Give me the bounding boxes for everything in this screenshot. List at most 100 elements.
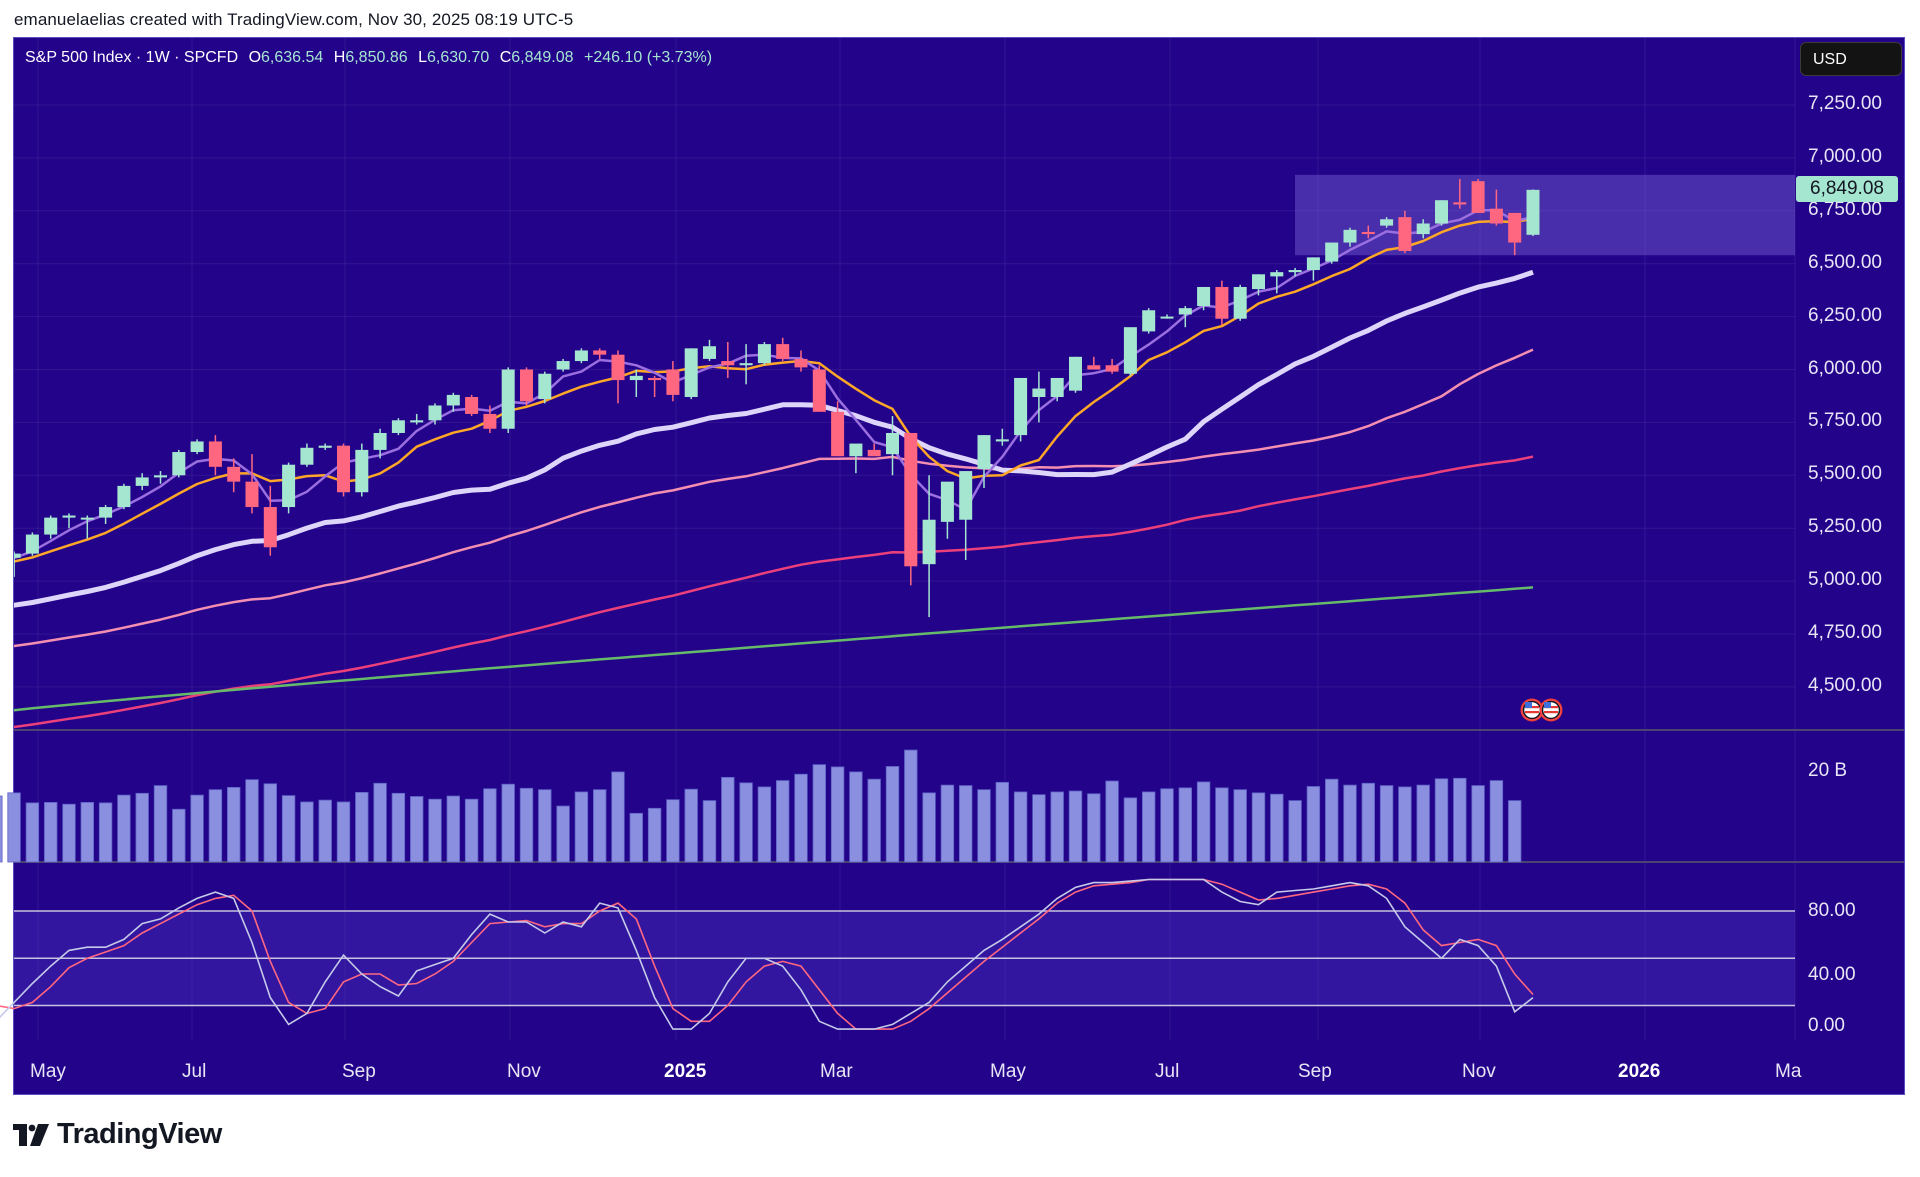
candle-body[interactable] xyxy=(135,477,149,486)
candle-body[interactable] xyxy=(1123,327,1137,374)
candle-body[interactable] xyxy=(739,363,753,366)
candle-body[interactable] xyxy=(959,471,973,520)
candle-body[interactable] xyxy=(1471,181,1485,213)
candle-body[interactable] xyxy=(99,507,113,518)
candle-body[interactable] xyxy=(1398,217,1412,252)
volume-bar xyxy=(995,781,1010,863)
candle-body[interactable] xyxy=(684,348,698,398)
candle-body[interactable] xyxy=(574,350,588,362)
candle-body[interactable] xyxy=(483,413,497,429)
volume-bar xyxy=(538,789,552,863)
candle-body[interactable] xyxy=(1306,257,1320,271)
candle-body[interactable] xyxy=(337,445,350,493)
tradingview-logo[interactable]: TradingView xyxy=(13,1118,222,1151)
candle-body[interactable] xyxy=(520,369,533,402)
candle-body[interactable] xyxy=(1508,212,1522,243)
candle-body[interactable] xyxy=(465,397,479,414)
volume-bar xyxy=(336,801,351,863)
candle-body[interactable] xyxy=(1233,286,1247,319)
candle-body[interactable] xyxy=(831,411,845,457)
candle-body[interactable] xyxy=(44,517,58,535)
candle-body[interactable] xyxy=(1087,365,1101,370)
candle-body[interactable] xyxy=(1069,356,1082,391)
candle-body[interactable] xyxy=(208,441,222,467)
candle-body[interactable] xyxy=(428,405,442,421)
candle-body[interactable] xyxy=(1453,202,1467,205)
candle-body[interactable] xyxy=(282,464,296,508)
candle-body[interactable] xyxy=(556,361,570,370)
candle-body[interactable] xyxy=(446,394,460,406)
candle-body[interactable] xyxy=(154,475,167,478)
candle-body[interactable] xyxy=(1032,388,1046,398)
candle-body[interactable] xyxy=(25,534,39,554)
candle-body[interactable] xyxy=(977,435,991,469)
candle-body[interactable] xyxy=(757,344,771,364)
chart-frame[interactable] xyxy=(13,37,1905,1095)
stochastic-k-line xyxy=(0,878,1534,1030)
price-tick-label: 4,750.00 xyxy=(1808,622,1882,643)
candle-body[interactable] xyxy=(721,361,735,366)
candle-body[interactable] xyxy=(391,420,405,433)
price-tick-label: 5,000.00 xyxy=(1808,569,1882,591)
candle-body[interactable] xyxy=(1252,274,1265,290)
candle-body[interactable] xyxy=(593,350,607,355)
candle-body[interactable] xyxy=(1343,229,1357,243)
candle-body[interactable] xyxy=(172,452,186,476)
candle-body[interactable] xyxy=(812,369,826,412)
candle-body[interactable] xyxy=(1105,365,1119,372)
candle-body[interactable] xyxy=(117,485,131,508)
candle-body[interactable] xyxy=(190,441,204,453)
candle-body[interactable] xyxy=(1014,377,1028,436)
candle-body[interactable] xyxy=(300,447,314,465)
candle-body[interactable] xyxy=(1160,316,1174,319)
candle-body[interactable] xyxy=(8,553,21,558)
candle-body[interactable] xyxy=(904,432,918,567)
candle-body[interactable] xyxy=(611,354,625,381)
candle-body[interactable] xyxy=(245,481,259,508)
candle-body[interactable] xyxy=(1325,242,1339,262)
candle-body[interactable] xyxy=(794,358,808,368)
candle-body[interactable] xyxy=(355,449,369,493)
candle-body[interactable] xyxy=(776,344,790,359)
candle-body[interactable] xyxy=(886,432,899,455)
candle-body[interactable] xyxy=(703,346,716,359)
candle-body[interactable] xyxy=(1361,231,1375,235)
candle-body[interactable] xyxy=(538,373,552,400)
volume-bar xyxy=(1013,791,1028,863)
candle-body[interactable] xyxy=(318,445,332,448)
candle-body[interactable] xyxy=(1270,272,1284,277)
candle-body[interactable] xyxy=(410,420,424,423)
currency-button[interactable]: USD xyxy=(1800,42,1902,76)
candle-body[interactable] xyxy=(849,443,863,457)
candle-body[interactable] xyxy=(1435,200,1448,224)
candle-body[interactable] xyxy=(1215,286,1229,319)
candle-body[interactable] xyxy=(373,432,387,450)
candle-body[interactable] xyxy=(1197,286,1211,307)
candle-body[interactable] xyxy=(629,375,643,381)
candle-body[interactable] xyxy=(1178,308,1192,315)
volume-bar xyxy=(1123,797,1138,863)
candle-body[interactable] xyxy=(1380,219,1394,226)
candle-body[interactable] xyxy=(666,369,680,395)
candle-body[interactable] xyxy=(1142,310,1156,332)
symbol-name[interactable]: S&P 500 Index · 1W · SPCFD xyxy=(25,49,239,66)
candle-body[interactable] xyxy=(1489,208,1503,224)
candle-body[interactable] xyxy=(1288,270,1302,273)
candle-body[interactable] xyxy=(501,369,515,429)
candle-body[interactable] xyxy=(227,466,241,482)
candle-body[interactable] xyxy=(922,519,936,565)
volume-bar xyxy=(702,800,717,863)
candle-body[interactable] xyxy=(62,515,76,518)
candle-body[interactable] xyxy=(940,481,954,522)
volume-bar xyxy=(611,771,625,863)
candle-body[interactable] xyxy=(1416,223,1430,235)
candle-body[interactable] xyxy=(995,439,1009,442)
candle-body[interactable] xyxy=(80,517,94,520)
candle-body[interactable] xyxy=(648,377,662,381)
candle-body[interactable] xyxy=(1050,377,1064,398)
candle-body[interactable] xyxy=(1526,189,1540,235)
candle-body[interactable] xyxy=(0,558,2,571)
candle-body[interactable] xyxy=(867,449,881,457)
candle-body[interactable] xyxy=(263,507,277,548)
